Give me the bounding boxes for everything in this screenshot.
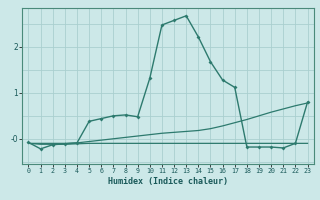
X-axis label: Humidex (Indice chaleur): Humidex (Indice chaleur) xyxy=(108,177,228,186)
